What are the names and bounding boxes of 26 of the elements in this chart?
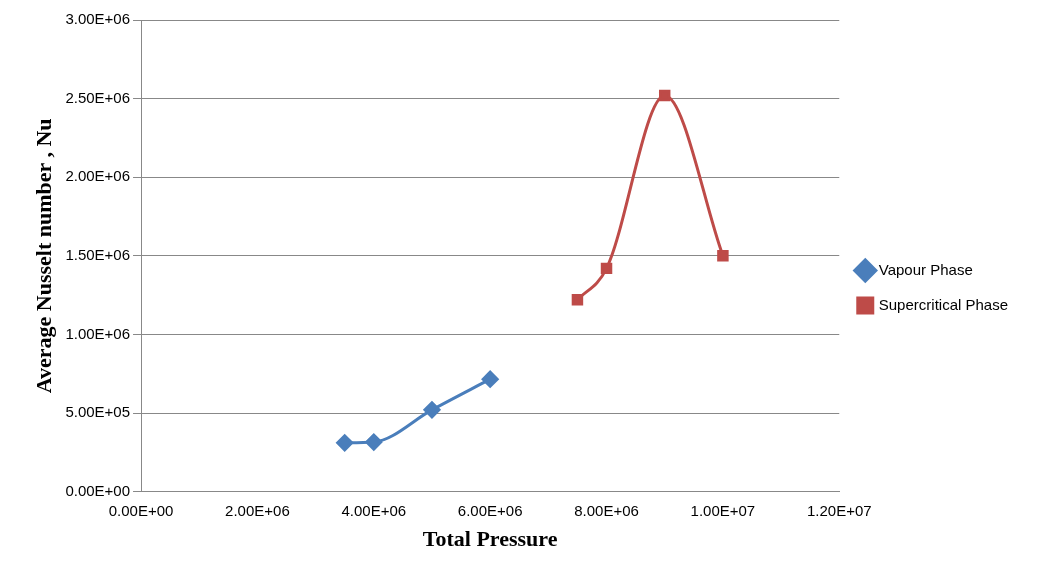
- y-tick-label: 0.00E+00: [65, 481, 131, 499]
- point: [571, 294, 584, 306]
- y-tick-label: 2.00E+06: [65, 167, 131, 185]
- y-tick-label: 5.00E+05: [65, 403, 131, 421]
- x-tick-label: 4.00E+06: [341, 501, 407, 519]
- y-tick-label: 2.50E+06: [65, 88, 131, 106]
- y-axis-title: Average Nusselt number , Nu: [30, 118, 56, 394]
- x-tick-label: 0.00E+00: [108, 501, 174, 519]
- y-tick-label: 3.00E+06: [65, 10, 131, 28]
- point: [717, 250, 729, 262]
- point: [336, 434, 354, 452]
- point: [423, 401, 441, 419]
- x-axis-title: Total Pressure: [422, 526, 558, 552]
- point: [481, 370, 499, 388]
- y-tick-label: 1.00E+06: [65, 324, 131, 342]
- point: [600, 262, 613, 275]
- x-tick-label: 8.00E+06: [574, 501, 639, 519]
- legend-label: Supercritical Phase: [878, 295, 1009, 313]
- x-tick-label: 6.00E+06: [457, 501, 523, 519]
- y-tick-label: 1.50E+06: [65, 245, 131, 263]
- x-tick-label: 1.00E+07: [690, 501, 756, 519]
- x-tick-label: 1.20E+07: [806, 501, 872, 519]
- legend-label: Vapour Phase: [878, 260, 973, 278]
- point: [658, 89, 671, 102]
- point: [365, 433, 383, 451]
- x-tick-label: 2.00E+06: [225, 501, 290, 519]
